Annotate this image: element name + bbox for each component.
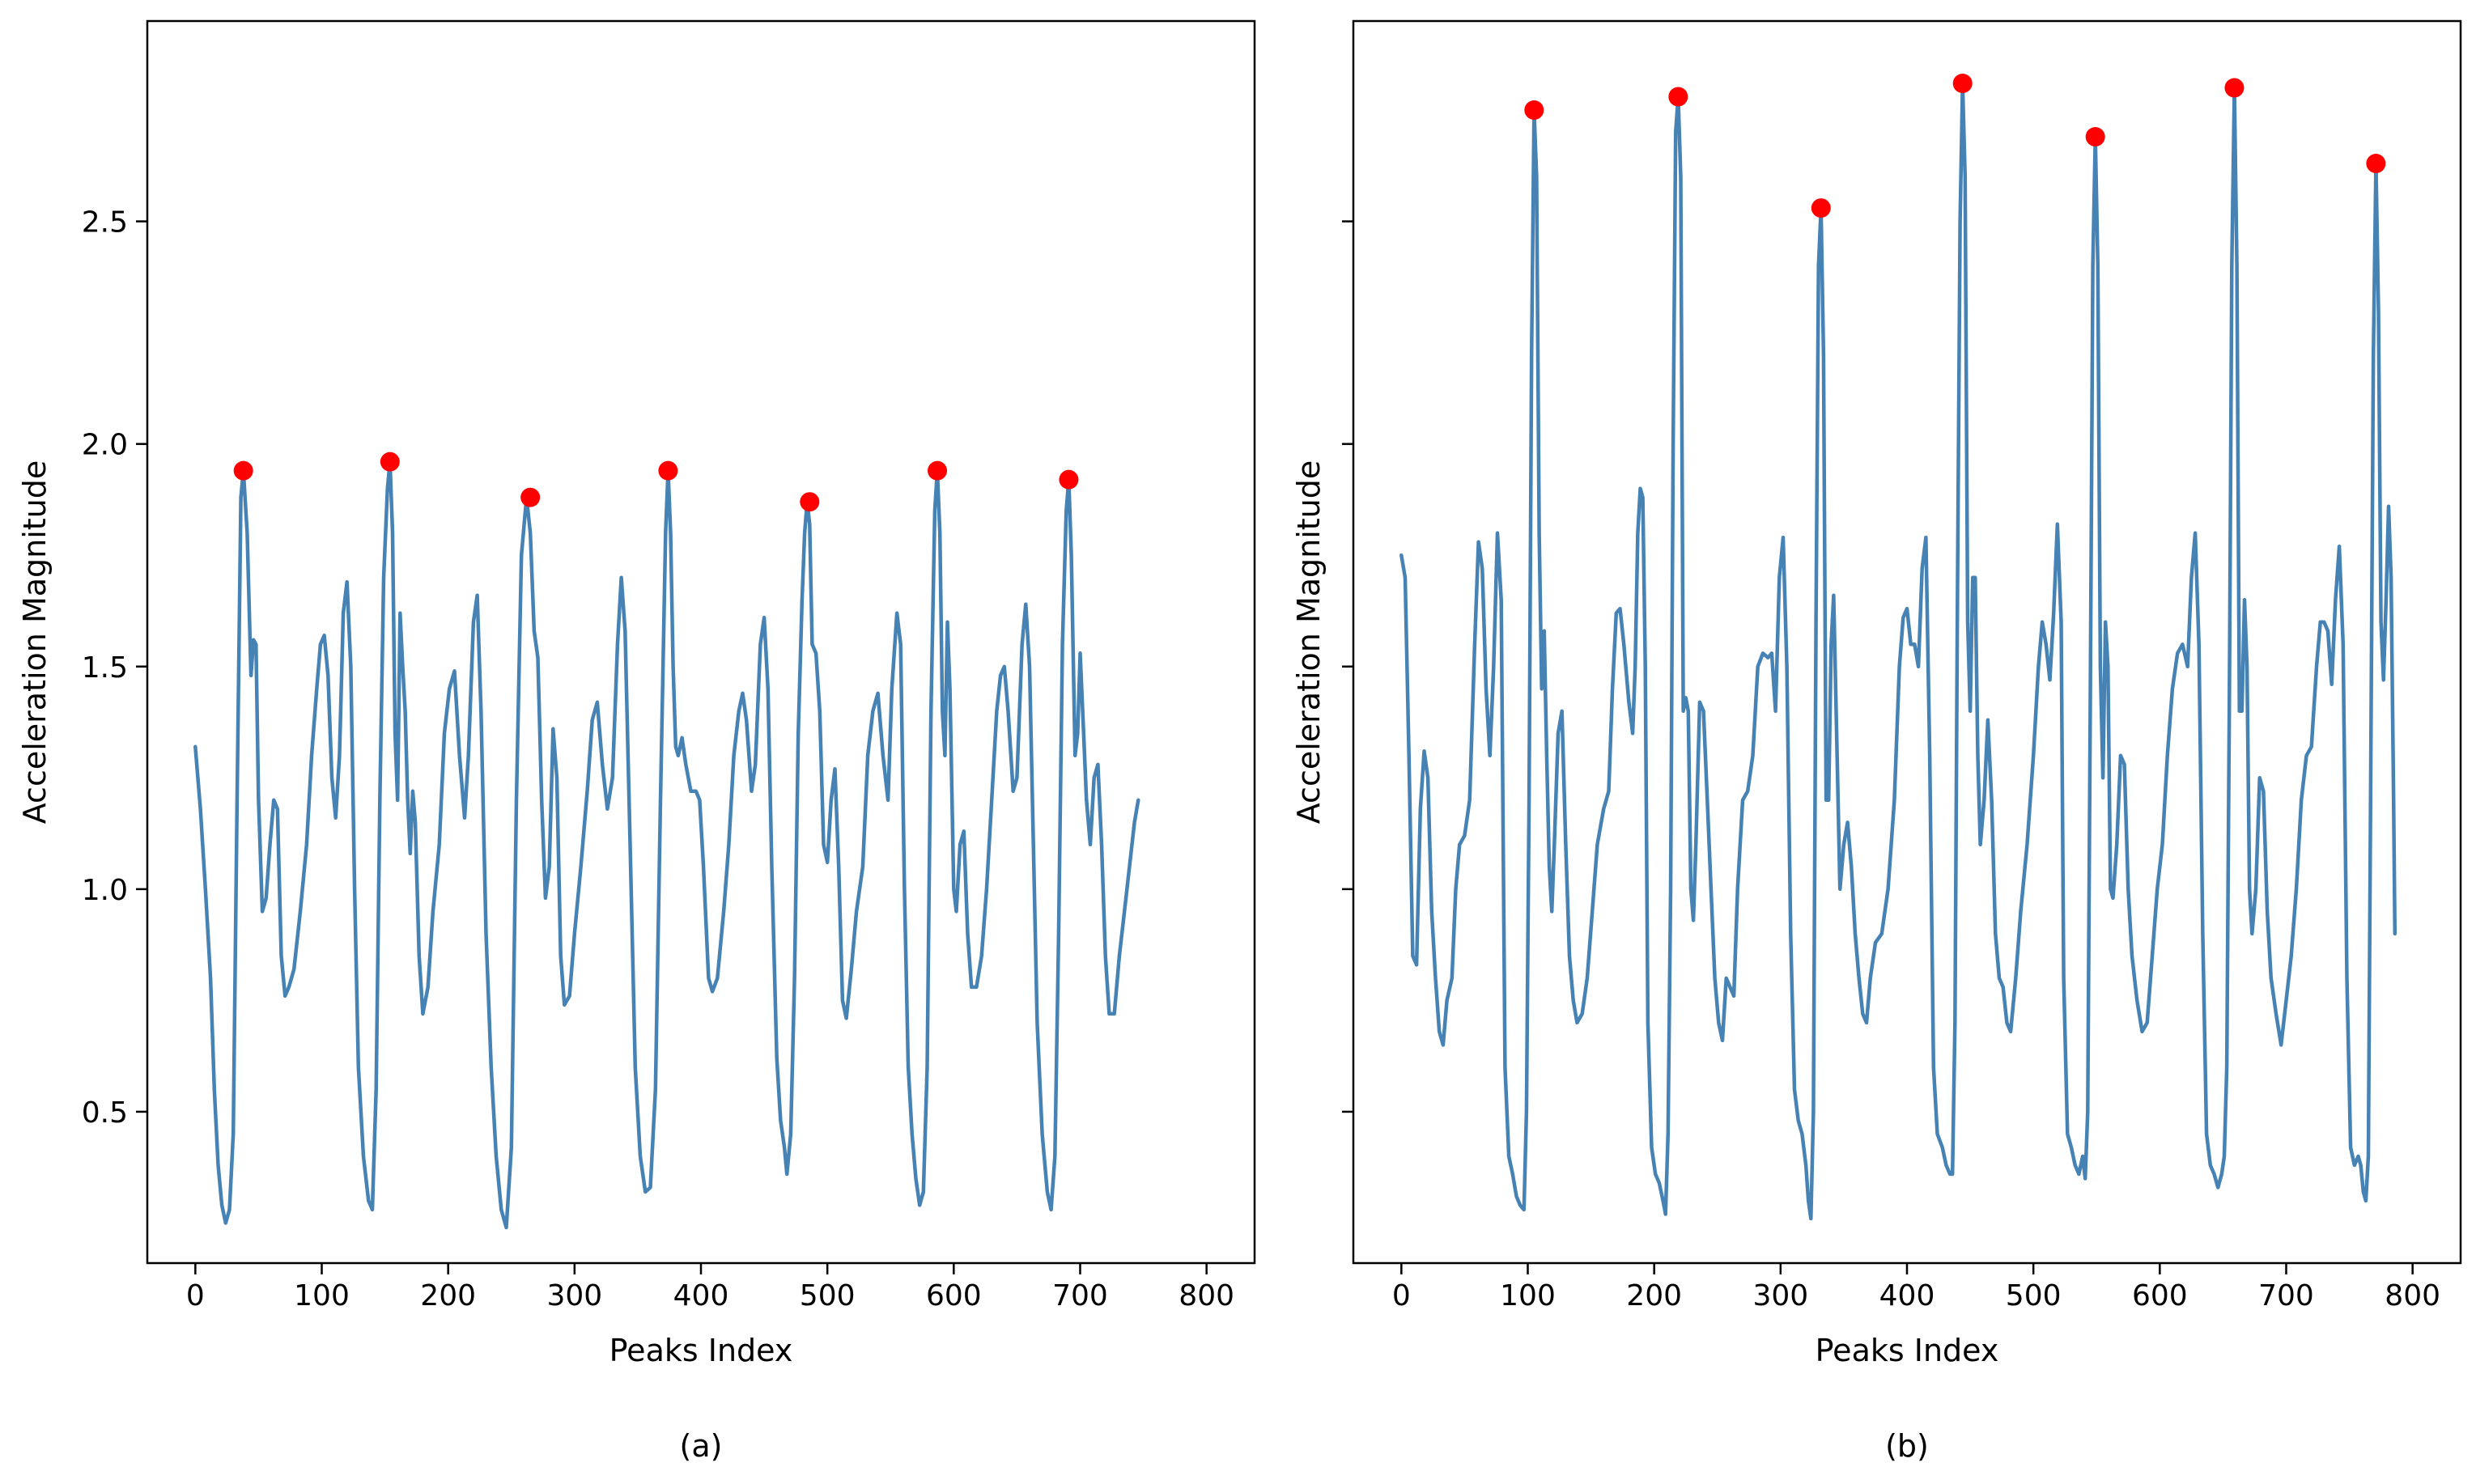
panel-a-peak-marker bbox=[658, 460, 678, 481]
panel-b-peak-marker bbox=[2224, 78, 2245, 98]
panel-b-peak-marker bbox=[1811, 198, 1831, 218]
panel-b-xtick-label: 600 bbox=[2132, 1279, 2188, 1312]
panel-b-xtick-label: 700 bbox=[2258, 1279, 2314, 1312]
panel-a-peak-marker bbox=[928, 460, 948, 481]
panel-a-xlabel: Peaks Index bbox=[609, 1333, 793, 1368]
panel-a-xtick-label: 800 bbox=[1179, 1279, 1234, 1312]
panel-a-peak-marker bbox=[800, 492, 820, 512]
panel-a-yticks: 0.5 1.0 1.5 2.0 2.5 bbox=[82, 206, 147, 1130]
panel-a-xtick-label: 500 bbox=[800, 1279, 856, 1312]
panel-a-peak-marker bbox=[233, 460, 253, 481]
panel-a-ytick-label: 1.0 bbox=[82, 874, 128, 907]
panel-a-xticks: 0 100 200 300 400 500 600 700 800 bbox=[186, 1263, 1234, 1312]
panel-a-xtick-label: 400 bbox=[673, 1279, 729, 1312]
panel-b-yticks bbox=[1342, 220, 1353, 1113]
panel-b-xtick-label: 0 bbox=[1392, 1279, 1411, 1312]
panel-a: 0 100 200 300 400 500 600 700 800 0.5 1.0 1.5 2.0 2.… bbox=[17, 19, 1256, 1464]
panel-b-xtick-label: 100 bbox=[1500, 1279, 1556, 1312]
panel-a-peak-marker bbox=[380, 452, 400, 472]
panel-b-peaks bbox=[1524, 74, 2386, 218]
panel-a-axes-frame bbox=[146, 19, 1256, 1265]
panel-a-xtick-label: 200 bbox=[420, 1279, 476, 1312]
panel-b-caption: (b) bbox=[1885, 1428, 1929, 1464]
panel-b-ylabel: Acceleration Magnitude bbox=[1291, 460, 1327, 825]
panel-a-xtick-label: 100 bbox=[294, 1279, 350, 1312]
panel-b-peak-marker bbox=[1524, 100, 1544, 121]
panel-a-xtick-label: 0 bbox=[186, 1279, 205, 1312]
panel-b-xtick-label: 400 bbox=[1879, 1279, 1935, 1312]
panel-a-series-line bbox=[193, 460, 1140, 1230]
panel-a-ytick-label: 0.5 bbox=[82, 1096, 128, 1130]
panel-a-peak-marker bbox=[520, 487, 541, 507]
panel-a-peaks bbox=[233, 452, 1079, 512]
panel-b-peak-marker bbox=[2366, 154, 2386, 174]
panel-b-xtick-label: 300 bbox=[1752, 1279, 1808, 1312]
panel-a-ytick-label: 2.5 bbox=[82, 206, 128, 240]
panel-b-xlabel: Peaks Index bbox=[1816, 1333, 1999, 1368]
panel-a-xtick-label: 600 bbox=[926, 1279, 982, 1312]
panel-a-ylabel: Acceleration Magnitude bbox=[17, 460, 53, 825]
panel-b-xtick-label: 500 bbox=[2006, 1279, 2062, 1312]
panel-b-xtick-label: 200 bbox=[1626, 1279, 1682, 1312]
panel-b-xtick-label: 800 bbox=[2385, 1279, 2440, 1312]
panel-a-caption: (a) bbox=[680, 1428, 723, 1464]
panel-b: 0 100 200 300 400 500 600 700 800 Peaks Index Ac… bbox=[1291, 19, 2462, 1464]
panel-a-xtick-label: 700 bbox=[1052, 1279, 1108, 1312]
panel-a-ytick-label: 1.5 bbox=[82, 651, 128, 685]
panel-b-xticks: 0 100 200 300 400 500 600 700 800 bbox=[1392, 1263, 2440, 1312]
panel-a-xtick-label: 300 bbox=[546, 1279, 602, 1312]
panel-b-series-line bbox=[1399, 81, 2397, 1221]
panel-b-peak-marker bbox=[2085, 127, 2105, 147]
panel-b-axes-frame bbox=[1352, 19, 2462, 1265]
panel-a-peak-marker bbox=[1059, 469, 1079, 490]
panel-b-peak-marker bbox=[1952, 74, 1973, 94]
panel-a-ytick-label: 2.0 bbox=[82, 429, 128, 462]
panel-b-peak-marker bbox=[1668, 87, 1688, 107]
